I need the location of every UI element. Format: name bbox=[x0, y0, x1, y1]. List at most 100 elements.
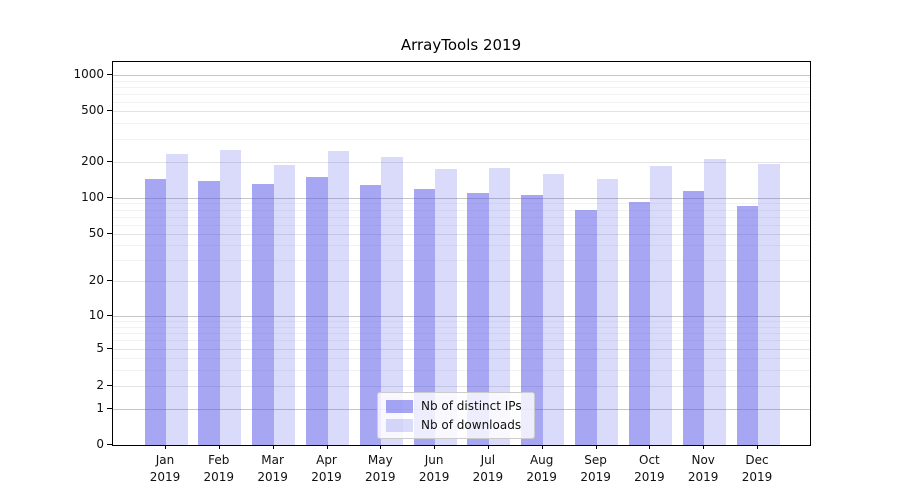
y-gridline-200 bbox=[113, 162, 810, 163]
legend-swatch-downloads bbox=[386, 418, 413, 432]
xtick-mark-feb bbox=[218, 445, 220, 449]
xtick-label-oct: Oct 2019 bbox=[634, 453, 665, 484]
ytick-label-200: 200 bbox=[81, 154, 104, 168]
y-gridline-20 bbox=[113, 281, 810, 283]
bar-downloads-mar bbox=[273, 164, 296, 445]
xtick-mark-aug bbox=[541, 445, 543, 449]
bar-distinct-ips-nov bbox=[682, 191, 705, 445]
bar-distinct-ips-jun bbox=[413, 188, 436, 445]
y-gridline-minor-900 bbox=[113, 80, 810, 82]
ytick-mark-1 bbox=[107, 408, 112, 409]
y-gridline-minor-6 bbox=[113, 340, 810, 342]
ytick-mark-0 bbox=[107, 444, 112, 445]
y-gridline-500 bbox=[113, 111, 810, 112]
legend-label-downloads: Nb of downloads bbox=[421, 418, 522, 432]
xtick-mark-dec bbox=[757, 445, 758, 449]
bar-distinct-ips-jan bbox=[144, 178, 166, 445]
ytick-mark-2 bbox=[107, 385, 112, 386]
y-gridline-minor-40 bbox=[113, 245, 810, 247]
bar-distinct-ips-feb bbox=[198, 181, 220, 445]
bar-distinct-ips-oct bbox=[628, 202, 651, 445]
ytick-mark-100 bbox=[107, 197, 112, 198]
xtick-label-jul: Jul 2019 bbox=[472, 453, 504, 484]
xtick-label-apr: Apr 2019 bbox=[311, 453, 342, 484]
ytick-mark-500 bbox=[107, 110, 112, 111]
xtick-mark-jun bbox=[434, 445, 436, 449]
y-gridline-minor-800 bbox=[113, 86, 810, 88]
ytick-label-5: 5 bbox=[96, 340, 104, 355]
xtick-label-may: May 2019 bbox=[365, 453, 396, 484]
y-gridline-minor-4 bbox=[113, 357, 810, 359]
xtick-label-nov: Nov 2019 bbox=[687, 453, 719, 484]
ytick-label-500: 500 bbox=[81, 103, 104, 117]
ytick-label-20: 20 bbox=[88, 273, 104, 288]
bar-downloads-sep bbox=[596, 178, 619, 445]
bar-downloads-feb bbox=[219, 150, 242, 445]
legend: Nb of distinct IPs Nb of downloads bbox=[377, 392, 535, 439]
y-gridline-minor-400 bbox=[113, 123, 810, 125]
y-gridline-50 bbox=[113, 234, 810, 235]
plot-area: Nb of distinct IPs Nb of downloads bbox=[112, 61, 811, 446]
y-gridline-minor-600 bbox=[113, 101, 810, 103]
y-gridline-minor-30 bbox=[113, 260, 810, 262]
y-gridline-minor-3 bbox=[113, 369, 810, 371]
xtick-label-aug: Aug 2019 bbox=[526, 453, 557, 484]
bar-distinct-ips-sep bbox=[575, 209, 597, 445]
xtick-label-jan: Jan 2019 bbox=[149, 453, 181, 484]
y-gridline-100 bbox=[113, 198, 810, 199]
y-gridline-10 bbox=[113, 315, 810, 317]
ytick-mark-10 bbox=[107, 314, 112, 316]
y-gridline-minor-8 bbox=[113, 326, 810, 328]
y-gridline-minor-60 bbox=[113, 224, 810, 226]
y-gridline-minor-300 bbox=[113, 139, 810, 141]
bar-distinct-ips-mar bbox=[252, 184, 274, 445]
xtick-label-sep: Sep 2019 bbox=[580, 453, 611, 484]
bar-distinct-ips-apr bbox=[306, 176, 328, 445]
y-gridline-minor-80 bbox=[113, 209, 810, 211]
xtick-label-dec: Dec 2019 bbox=[741, 453, 773, 484]
xtick-mark-apr bbox=[326, 445, 328, 449]
bar-downloads-jan bbox=[166, 154, 188, 445]
ytick-mark-20 bbox=[107, 280, 112, 282]
ytick-label-0: 0 bbox=[96, 437, 104, 451]
legend-item-downloads: Nb of downloads bbox=[386, 418, 522, 432]
ytick-label-50: 50 bbox=[88, 226, 104, 240]
xtick-label-jun: Jun 2019 bbox=[418, 453, 450, 484]
bar-downloads-jul bbox=[488, 168, 511, 445]
xtick-mark-oct bbox=[649, 445, 651, 449]
legend-label-distinct-ips: Nb of distinct IPs bbox=[421, 399, 522, 413]
xtick-mark-mar bbox=[272, 445, 274, 449]
bar-downloads-nov bbox=[704, 159, 726, 445]
bar-downloads-aug bbox=[542, 174, 565, 445]
bar-downloads-may bbox=[381, 156, 403, 445]
bar-downloads-apr bbox=[327, 150, 349, 445]
xtick-mark-jul bbox=[487, 445, 489, 449]
xtick-label-mar: Mar 2019 bbox=[257, 453, 288, 484]
legend-item-distinct-ips: Nb of distinct IPs bbox=[386, 399, 522, 413]
ytick-label-1000: 1000 bbox=[73, 67, 104, 81]
xtick-mark-may bbox=[380, 445, 382, 449]
chart-title: ArrayTools 2019 bbox=[400, 36, 522, 54]
bar-downloads-oct bbox=[650, 166, 672, 445]
bar-distinct-ips-may bbox=[359, 185, 382, 445]
ytick-mark-1000 bbox=[107, 74, 112, 75]
xtick-mark-jan bbox=[165, 445, 166, 449]
y-gridline-minor-90 bbox=[113, 203, 810, 205]
xtick-label-feb: Feb 2019 bbox=[203, 453, 235, 484]
bar-distinct-ips-jul bbox=[467, 193, 489, 445]
ytick-label-100: 100 bbox=[81, 190, 104, 204]
y-gridline-minor-700 bbox=[113, 93, 810, 95]
y-gridline-1000 bbox=[113, 75, 810, 76]
ytick-mark-5 bbox=[107, 347, 112, 349]
ytick-label-10: 10 bbox=[88, 307, 104, 322]
ytick-label-2: 2 bbox=[96, 378, 104, 392]
y-gridline-5 bbox=[113, 348, 810, 350]
bar-distinct-ips-dec bbox=[736, 205, 758, 445]
bar-downloads-jun bbox=[435, 168, 457, 445]
ytick-mark-50 bbox=[107, 233, 112, 234]
xtick-mark-sep bbox=[595, 445, 597, 449]
y-gridline-minor-9 bbox=[113, 320, 810, 322]
y-gridline-minor-7 bbox=[113, 332, 810, 334]
bar-downloads-dec bbox=[758, 164, 780, 445]
